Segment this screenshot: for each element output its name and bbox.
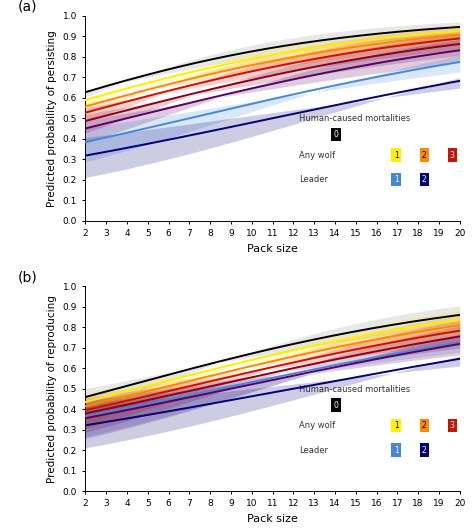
Text: Human-caused mortalities: Human-caused mortalities — [299, 384, 410, 393]
Text: 3: 3 — [450, 421, 455, 430]
X-axis label: Pack size: Pack size — [247, 514, 298, 524]
Text: Any wolf: Any wolf — [299, 150, 335, 159]
Text: 2: 2 — [422, 150, 427, 159]
Text: 3: 3 — [450, 150, 455, 159]
Y-axis label: Predicted probability of persisting: Predicted probability of persisting — [47, 30, 57, 206]
Text: 1: 1 — [394, 446, 399, 455]
Text: 2: 2 — [422, 421, 427, 430]
X-axis label: Pack size: Pack size — [247, 243, 298, 253]
Text: Leader: Leader — [299, 446, 328, 455]
Text: 2: 2 — [422, 175, 427, 184]
Text: 1: 1 — [394, 175, 399, 184]
Text: Leader: Leader — [299, 175, 328, 184]
Text: 0: 0 — [334, 401, 338, 410]
Text: (b): (b) — [18, 270, 37, 284]
Text: 2: 2 — [422, 446, 427, 455]
Text: 0: 0 — [334, 130, 338, 139]
Text: (a): (a) — [18, 0, 37, 14]
Text: 1: 1 — [394, 421, 399, 430]
Text: Human-caused mortalities: Human-caused mortalities — [299, 114, 410, 123]
Text: 1: 1 — [394, 150, 399, 159]
Text: Any wolf: Any wolf — [299, 421, 335, 430]
Y-axis label: Predicted probability of reproducing: Predicted probability of reproducing — [47, 295, 57, 483]
